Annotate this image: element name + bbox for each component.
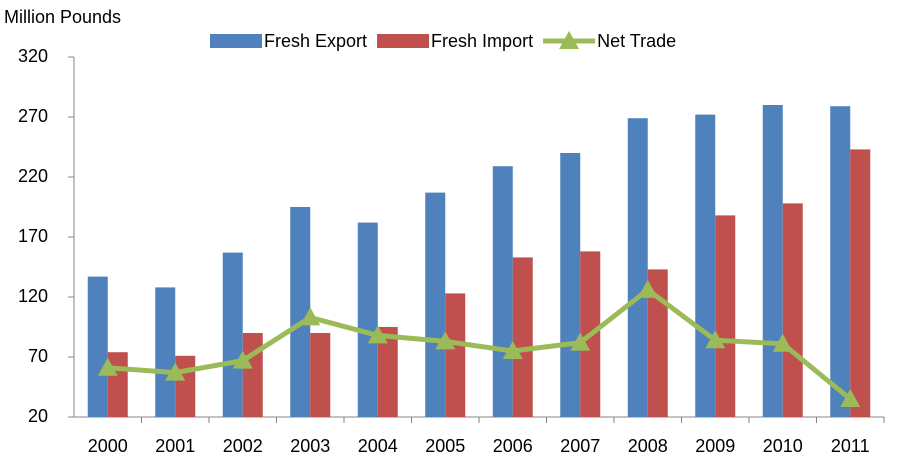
x-tick-label: 2010 bbox=[763, 436, 803, 456]
bar bbox=[695, 114, 716, 417]
marker bbox=[502, 341, 523, 359]
bar bbox=[155, 287, 176, 417]
marker bbox=[165, 362, 186, 381]
marker bbox=[435, 331, 456, 350]
bar bbox=[830, 106, 851, 417]
x-tick-label: 2003 bbox=[290, 436, 330, 456]
legend-swatch bbox=[377, 34, 430, 48]
y-axis-label: Million Pounds bbox=[4, 7, 121, 27]
bar bbox=[850, 149, 871, 417]
bar bbox=[242, 333, 263, 417]
bar bbox=[647, 269, 668, 417]
x-tick-label: 2005 bbox=[425, 436, 465, 456]
bar bbox=[492, 166, 513, 417]
bar bbox=[107, 352, 128, 417]
bar bbox=[762, 105, 783, 417]
bar bbox=[175, 355, 196, 417]
bar bbox=[377, 327, 398, 417]
bar bbox=[715, 215, 736, 417]
bar bbox=[290, 207, 311, 417]
y-tick-label: 320 bbox=[18, 46, 48, 66]
x-tick-label: 2009 bbox=[695, 436, 735, 456]
x-tick-label: 2000 bbox=[88, 436, 128, 456]
bar bbox=[782, 203, 803, 417]
legend-swatch bbox=[210, 34, 262, 48]
x-tick-label: 2004 bbox=[358, 436, 398, 456]
bar bbox=[310, 333, 331, 417]
y-tick-label: 20 bbox=[28, 406, 48, 426]
bar bbox=[357, 222, 378, 417]
y-tick-label: 120 bbox=[18, 286, 48, 306]
y-tick-label: 220 bbox=[18, 166, 48, 186]
x-tick-label: 2011 bbox=[831, 436, 870, 456]
marker bbox=[232, 350, 253, 369]
bar bbox=[425, 192, 446, 417]
bar bbox=[512, 257, 533, 417]
x-tick-label: 2008 bbox=[628, 436, 668, 456]
x-tick-label: 2007 bbox=[560, 436, 600, 456]
marker bbox=[300, 307, 321, 326]
legend-label: Fresh Export bbox=[264, 31, 367, 51]
bar bbox=[627, 118, 648, 417]
marker bbox=[367, 325, 388, 344]
legend-label: Net Trade bbox=[597, 31, 676, 51]
bar bbox=[445, 293, 466, 417]
x-tick-label: 2002 bbox=[223, 436, 263, 456]
line bbox=[107, 286, 852, 401]
y-tick-label: 170 bbox=[18, 226, 48, 246]
marker bbox=[772, 333, 793, 352]
bar bbox=[87, 276, 108, 417]
legend-marker bbox=[559, 31, 580, 49]
marker bbox=[570, 332, 591, 351]
y-tick-label: 270 bbox=[18, 106, 48, 126]
marker bbox=[97, 357, 118, 376]
legend-label: Fresh Import bbox=[431, 31, 533, 51]
marker bbox=[637, 279, 658, 298]
bar bbox=[560, 153, 581, 417]
x-tick-label: 2006 bbox=[493, 436, 533, 456]
marker bbox=[705, 330, 726, 349]
x-tick-label: 2001 bbox=[155, 436, 195, 456]
marker bbox=[840, 389, 861, 407]
y-tick-label: 70 bbox=[28, 346, 48, 366]
bar bbox=[222, 252, 243, 417]
